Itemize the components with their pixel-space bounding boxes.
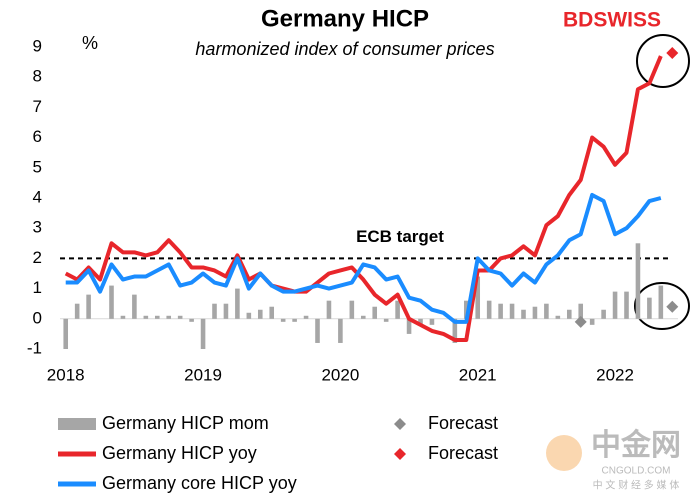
y-tick-label: -1 [27,338,42,357]
bar [326,300,332,319]
legend-label: Forecast [428,413,498,433]
bar [212,303,217,319]
line [65,192,662,324]
bar [647,297,652,319]
y-tick-label: 9 [33,36,42,55]
bar [132,294,137,319]
bar [257,309,263,319]
bar [635,243,641,319]
legend-label: Germany core HICP yoy [102,473,297,493]
bar [177,315,183,319]
bar [292,318,297,322]
chart-title: Germany HICP [261,5,429,32]
bar [395,300,400,319]
forecast-marker [666,300,679,313]
bar [269,306,275,319]
watermark: 中金网 [591,428,681,462]
y-tick-label: 2 [33,248,42,267]
bar [555,315,561,319]
bar [86,294,91,319]
bar [658,285,664,319]
bar [452,318,458,343]
watermark-icon [546,435,582,471]
bar [246,312,252,319]
bar [509,303,515,319]
x-tick-label: 2022 [596,365,634,384]
line [64,55,663,342]
bar [475,276,481,319]
bar [303,315,309,319]
watermark-tagline: 中 文 财 经 多 媒 体 [593,479,680,492]
bar [566,309,572,319]
y-tick-label: 8 [33,67,42,86]
bar [383,318,389,322]
bar [189,318,194,322]
y-tick-label: 0 [33,308,42,327]
x-tick-label: 2018 [47,365,85,384]
bar [418,318,423,325]
y-tick-label: 4 [33,187,42,206]
legend-swatch [394,418,406,430]
bar [612,291,618,319]
bar [578,303,584,319]
y-tick-label: 7 [33,97,42,116]
bar [532,306,538,319]
bar [120,315,126,319]
legend-swatch [394,448,406,460]
bar [143,315,149,319]
bar [429,318,435,325]
watermark-site: CNGOLD.COM [602,466,671,477]
y-tick-label: 6 [33,127,42,146]
highlight-circle [636,34,690,88]
target-label: ECB target [356,227,444,246]
bar [544,303,549,319]
forecast-marker [574,315,587,328]
bar [372,306,378,319]
legend-label: Germany HICP mom [102,413,269,433]
bar [486,300,492,319]
logo: BDSWISS [563,9,661,32]
chart-subtitle: harmonized index of consumer prices [195,39,494,59]
bar [360,315,366,319]
bar [521,309,526,319]
legend-label: Germany HICP yoy [102,443,257,463]
bar [109,285,114,319]
bar [624,291,629,319]
forecast-marker [666,47,679,60]
legend-swatch [58,418,96,430]
y-tick-label: 1 [33,278,42,297]
y-tick-label: 3 [33,218,42,237]
bar [589,318,595,325]
bar [235,288,240,319]
x-tick-label: 2020 [321,365,359,384]
bar [280,318,286,322]
bar [349,300,355,319]
bar [74,303,80,319]
x-tick-label: 2019 [184,365,222,384]
bar [601,309,606,319]
y-axis-label: % [82,33,98,53]
y-tick-label: 5 [33,157,42,176]
bar [406,318,412,334]
bar [315,318,320,343]
bar [463,300,469,319]
x-tick-label: 2021 [459,365,497,384]
legend-label: Forecast [428,443,498,463]
bar [338,318,343,343]
bar [223,303,229,319]
bar [498,303,503,319]
highlight-circle [634,282,690,330]
bar [63,318,69,349]
bar [166,315,172,319]
bar [154,315,160,319]
bar [200,318,206,349]
